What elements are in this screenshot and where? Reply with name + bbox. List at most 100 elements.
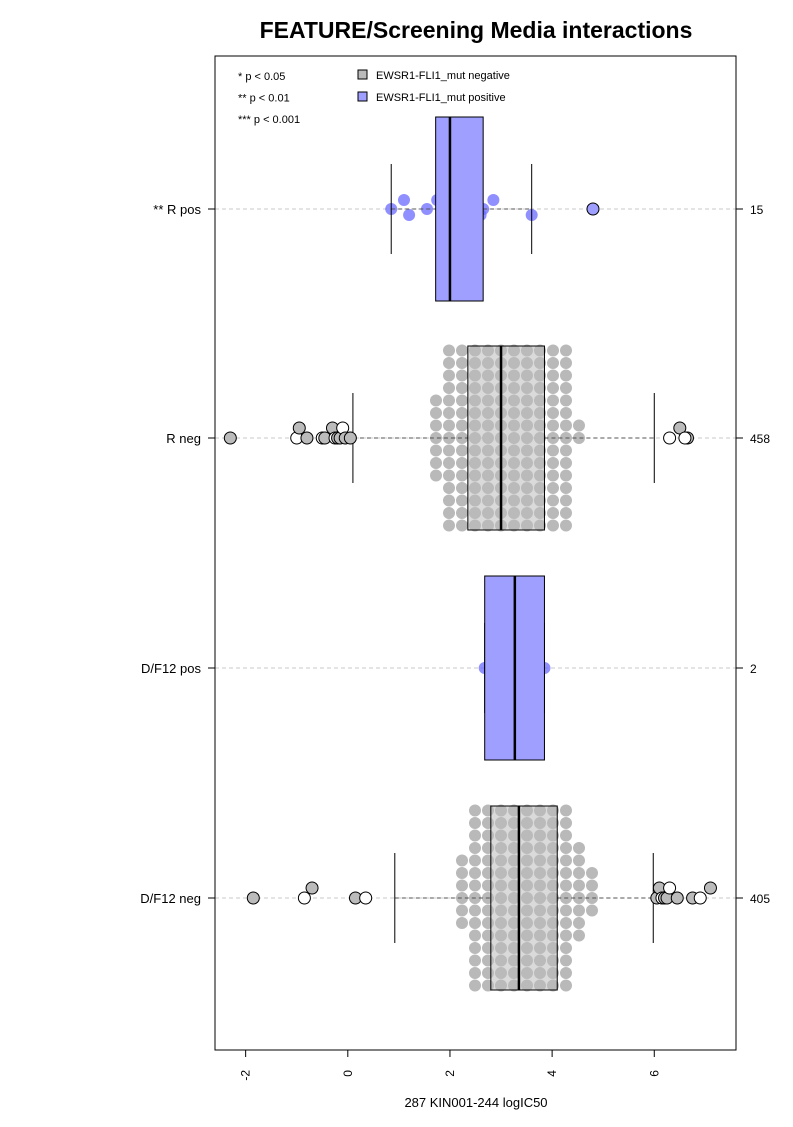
data-point: [547, 469, 559, 482]
data-point: [469, 879, 481, 892]
data-point: [397, 194, 410, 206]
data-point: [560, 519, 572, 532]
data-point: [560, 482, 572, 494]
group-count-3: 405: [750, 892, 770, 906]
data-point: [560, 494, 572, 507]
data-point: [560, 942, 572, 954]
legend-label: EWSR1-FLI1_mut positive: [376, 92, 506, 104]
data-point: [430, 457, 442, 469]
significance-legend-item: *** p < 0.001: [238, 114, 300, 126]
outlier-point: [693, 891, 707, 905]
data-point: [547, 482, 559, 494]
data-point: [573, 879, 585, 892]
data-point: [456, 892, 468, 904]
data-point: [456, 507, 468, 519]
data-point: [456, 432, 468, 444]
x-tick-label: 6: [647, 1070, 661, 1077]
data-point: [469, 804, 481, 817]
data-point: [547, 407, 559, 419]
data-point: [547, 369, 559, 382]
box-0: [435, 116, 484, 302]
data-point: [547, 494, 559, 507]
data-point: [456, 494, 468, 507]
x-tick-label: 0: [341, 1070, 355, 1077]
data-point: [560, 419, 572, 432]
data-point: [560, 357, 572, 369]
box-3: [490, 805, 558, 991]
data-point: [560, 369, 572, 382]
data-point: [430, 432, 442, 444]
x-axis-label: 287 KIN001-244 logIC50: [404, 1095, 547, 1110]
outlier-point: [343, 431, 357, 445]
data-point: [560, 507, 572, 519]
data-point: [443, 469, 455, 482]
axes-layer: [208, 55, 743, 1057]
group-label-1: R neg: [166, 431, 201, 446]
significance-legend-item: ** p < 0.01: [238, 93, 290, 105]
data-point: [430, 407, 442, 419]
data-point: [547, 507, 559, 519]
x-tick-label: -2: [239, 1070, 253, 1081]
box-1: [467, 345, 545, 531]
outlier-point: [246, 891, 260, 905]
legend-swatch: [357, 69, 368, 80]
text-layer: ** R pos 15 R neg 458 D/F12 pos 2 D/F12 neg 405…: [140, 17, 770, 1110]
data-point: [443, 432, 455, 444]
data-point: [560, 879, 572, 892]
data-point: [469, 917, 481, 929]
data-point: [560, 344, 572, 357]
data-point: [560, 817, 572, 829]
data-point: [430, 444, 442, 457]
data-point: [487, 194, 500, 206]
data-point: [456, 444, 468, 457]
data-point: [560, 929, 572, 942]
data-point: [456, 457, 468, 469]
data-point: [456, 357, 468, 369]
significance-legend-item: * p < 0.05: [238, 71, 285, 83]
data-point: [430, 419, 442, 432]
data-point: [560, 917, 572, 929]
data-point: [456, 482, 468, 494]
legend-label: EWSR1-FLI1_mut negative: [376, 70, 510, 82]
data-point: [456, 879, 468, 892]
data-point: [560, 842, 572, 854]
data-point: [573, 917, 585, 929]
data-point: [443, 482, 455, 494]
data-point: [443, 357, 455, 369]
data-point: [456, 519, 468, 532]
data-point: [560, 854, 572, 867]
data-point: [456, 394, 468, 407]
data-point: [469, 954, 481, 967]
data-point: [443, 394, 455, 407]
group-count-2: 2: [750, 662, 757, 676]
data-point: [456, 867, 468, 879]
data-point: [469, 854, 481, 867]
data-point: [547, 457, 559, 469]
data-point: [469, 842, 481, 854]
chart-title: FEATURE/Screening Media interactions: [260, 17, 693, 43]
data-point: [469, 979, 481, 992]
data-point: [443, 444, 455, 457]
outlier-point: [663, 881, 677, 895]
data-point: [573, 432, 585, 444]
data-point: [456, 469, 468, 482]
data-point: [430, 469, 442, 482]
group-count-0: 15: [750, 203, 764, 217]
data-point: [560, 967, 572, 979]
data-point: [456, 344, 468, 357]
group-label-0: ** R pos: [153, 202, 201, 217]
outliers-layer: [223, 202, 717, 905]
outlier-point: [678, 431, 692, 445]
data-point: [443, 369, 455, 382]
data-point: [469, 817, 481, 829]
data-point: [573, 904, 585, 917]
data-point: [443, 344, 455, 357]
data-point: [560, 904, 572, 917]
data-point: [456, 904, 468, 917]
outlier-point: [703, 881, 717, 895]
data-point: [403, 209, 416, 221]
data-point: [469, 929, 481, 942]
legend-swatch: [357, 91, 368, 102]
outlier-point: [223, 431, 237, 445]
